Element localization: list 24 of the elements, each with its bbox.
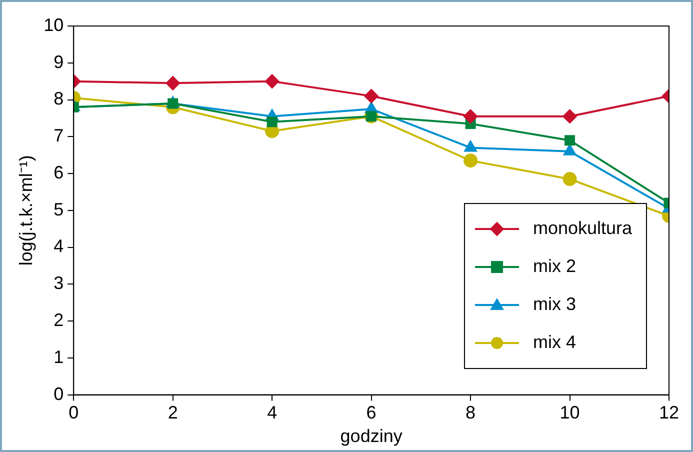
y-tick-label: 4 (54, 236, 64, 256)
legend-label: monokultura (533, 218, 632, 240)
legend-label: mix 2 (533, 256, 576, 278)
y-tick-label: 7 (54, 126, 64, 146)
y-tick-label: 0 (54, 384, 64, 404)
legend-label: mix 3 (533, 294, 576, 316)
y-tick-label: 5 (54, 199, 64, 220)
y-tick-label: 10 (44, 14, 64, 35)
y-tick-label: 8 (54, 88, 64, 109)
x-tick-label: 10 (560, 402, 580, 423)
y-tick-label: 3 (54, 273, 64, 294)
y-tick-label: 6 (54, 162, 64, 182)
x-tick-label: 4 (267, 402, 278, 423)
y-tick-label: 1 (54, 346, 64, 367)
legend-label: mix 4 (533, 332, 576, 354)
x-tick-label: 2 (168, 402, 178, 423)
y-axis-title: log(j.t.k.×ml⁻¹) (16, 155, 36, 266)
x-tick-label: 8 (466, 402, 476, 423)
x-axis-title: godziny (340, 426, 402, 446)
y-tick-label: 9 (54, 52, 64, 72)
x-tick-label: 12 (658, 402, 680, 423)
y-tick-label: 2 (54, 310, 64, 330)
x-tick-label: 0 (68, 402, 79, 423)
x-tick-label: 6 (366, 402, 376, 423)
